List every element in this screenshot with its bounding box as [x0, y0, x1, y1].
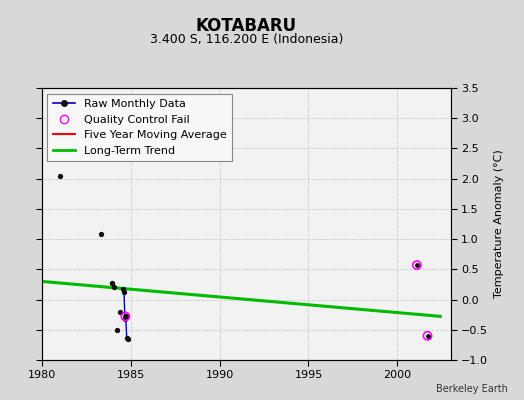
- Point: [110, 284, 118, 291]
- Point: [413, 262, 421, 268]
- Point: [121, 316, 129, 322]
- Point: [121, 313, 129, 320]
- Point: [96, 231, 105, 238]
- Point: [423, 333, 432, 339]
- Point: [122, 313, 130, 320]
- Point: [107, 280, 116, 286]
- Point: [113, 326, 122, 333]
- Point: [121, 313, 129, 320]
- Text: 3.400 S, 116.200 E (Indonesia): 3.400 S, 116.200 E (Indonesia): [149, 34, 343, 46]
- Point: [56, 172, 64, 179]
- Point: [413, 262, 421, 268]
- Text: KOTABARU: KOTABARU: [196, 17, 297, 35]
- Legend: Raw Monthly Data, Quality Control Fail, Five Year Moving Average, Long-Term Tren: Raw Monthly Data, Quality Control Fail, …: [48, 94, 233, 161]
- Y-axis label: Temperature Anomaly (°C): Temperature Anomaly (°C): [494, 150, 504, 298]
- Point: [123, 334, 131, 341]
- Text: Berkeley Earth: Berkeley Earth: [436, 384, 508, 394]
- Point: [119, 286, 127, 292]
- Point: [124, 336, 132, 342]
- Point: [423, 333, 432, 339]
- Point: [120, 288, 128, 295]
- Point: [116, 308, 125, 315]
